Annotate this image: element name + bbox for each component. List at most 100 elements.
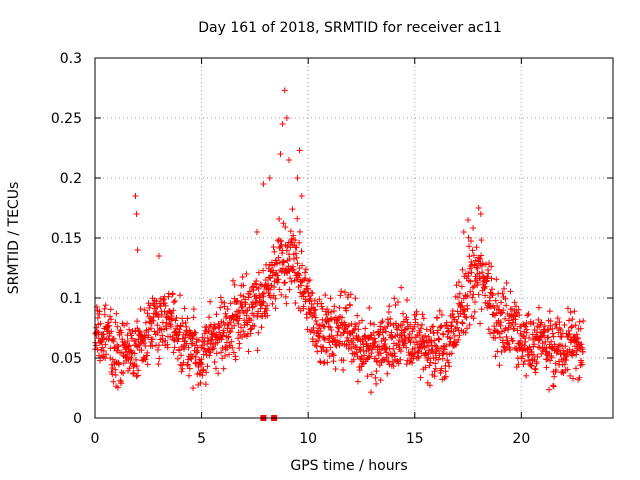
data-point: [123, 320, 130, 327]
data-point: [428, 338, 435, 345]
data-point: [328, 327, 335, 334]
data-point: [115, 343, 122, 350]
data-point: [466, 265, 473, 272]
data-point: [106, 322, 113, 329]
data-point: [287, 228, 294, 235]
data-point: [557, 326, 564, 333]
data-point: [391, 350, 398, 357]
data-point: [512, 321, 519, 328]
data-point: [186, 372, 193, 379]
data-point: [465, 272, 472, 279]
data-point: [102, 302, 109, 309]
data-point: [198, 361, 205, 368]
data-point: [149, 343, 156, 350]
data-point: [447, 322, 454, 329]
data-point-peak: [266, 175, 273, 181]
data-point: [182, 334, 189, 341]
data-point: [471, 299, 478, 306]
data-point: [467, 278, 474, 285]
data-point: [510, 312, 517, 319]
data-point: [282, 293, 289, 300]
data-point: [315, 337, 322, 344]
data-point: [469, 247, 476, 254]
data-point: [438, 365, 445, 372]
data-point: [327, 324, 334, 331]
data-point: [567, 336, 574, 343]
data-point: [126, 326, 133, 333]
data-point: [313, 343, 320, 350]
data-point: [533, 358, 540, 365]
data-point: [544, 326, 551, 333]
data-point: [264, 312, 271, 319]
data-point: [254, 347, 261, 354]
data-point: [169, 291, 176, 298]
data-point: [418, 321, 425, 328]
data-point: [397, 356, 404, 363]
data-point: [531, 366, 538, 373]
data-point: [553, 350, 560, 357]
data-point: [159, 338, 166, 345]
data-point: [414, 349, 421, 356]
data-point: [554, 347, 561, 354]
data-point: [458, 303, 465, 310]
data-point: [474, 265, 481, 272]
data-point: [134, 372, 141, 379]
data-point: [247, 291, 254, 298]
data-point: [507, 346, 514, 353]
data-point: [463, 325, 470, 332]
data-point-peak: [132, 193, 139, 199]
data-point: [372, 338, 379, 345]
data-point: [169, 316, 176, 323]
data-point: [228, 338, 235, 345]
data-point: [378, 319, 385, 326]
data-point: [336, 325, 343, 332]
data-point: [400, 329, 407, 336]
data-point: [399, 322, 406, 329]
data-point: [340, 366, 347, 373]
data-point: [204, 335, 211, 342]
data-point: [283, 247, 290, 254]
data-point: [109, 371, 116, 378]
data-point: [503, 279, 510, 286]
data-point: [149, 336, 156, 343]
data-point: [240, 282, 247, 289]
data-point: [287, 275, 294, 282]
data-point: [146, 304, 153, 311]
data-point: [406, 331, 413, 338]
data-point: [240, 293, 247, 300]
data-point: [134, 318, 141, 325]
data-point: [189, 335, 196, 342]
data-point: [142, 343, 149, 350]
data-point: [379, 318, 386, 325]
data-point: [255, 329, 262, 336]
data-point: [247, 326, 254, 333]
data-point: [439, 355, 446, 362]
data-point: [470, 225, 477, 232]
data-point: [251, 303, 258, 310]
data-point: [372, 374, 379, 381]
data-point: [135, 367, 142, 374]
data-point: [364, 373, 371, 380]
data-point: [370, 329, 377, 336]
data-point: [288, 278, 295, 285]
data-point: [403, 361, 410, 368]
data-point: [311, 307, 318, 314]
data-point: [192, 353, 199, 360]
data-point: [235, 320, 242, 327]
data-point: [540, 332, 547, 339]
data-point: [454, 324, 461, 331]
data-point: [538, 319, 545, 326]
data-point-peak: [281, 87, 288, 94]
data-point: [270, 267, 277, 274]
data-point: [142, 334, 149, 341]
data-point: [546, 308, 553, 315]
data-point: [230, 277, 237, 284]
data-point: [186, 365, 193, 372]
data-point: [275, 254, 282, 261]
data-point: [101, 311, 108, 318]
data-point: [230, 349, 237, 356]
data-point-peak: [460, 229, 467, 235]
data-point: [543, 345, 550, 352]
data-point: [199, 342, 206, 349]
data-point: [535, 304, 542, 311]
